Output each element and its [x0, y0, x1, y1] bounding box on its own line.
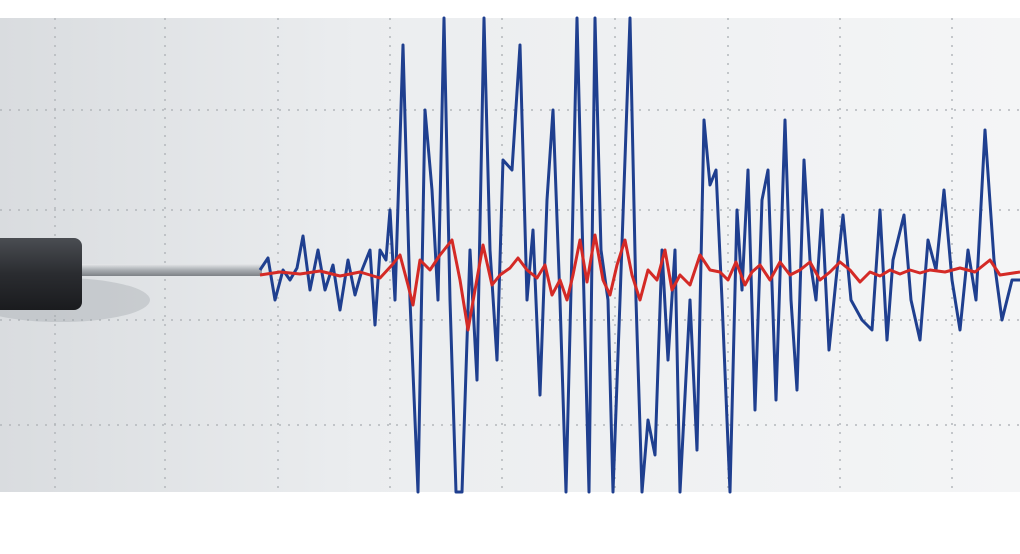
blue-trace — [258, 16, 1020, 494]
pen-arm — [80, 264, 262, 276]
red-trace — [259, 233, 1020, 332]
pen-body — [0, 238, 82, 310]
paper — [0, 18, 1020, 492]
